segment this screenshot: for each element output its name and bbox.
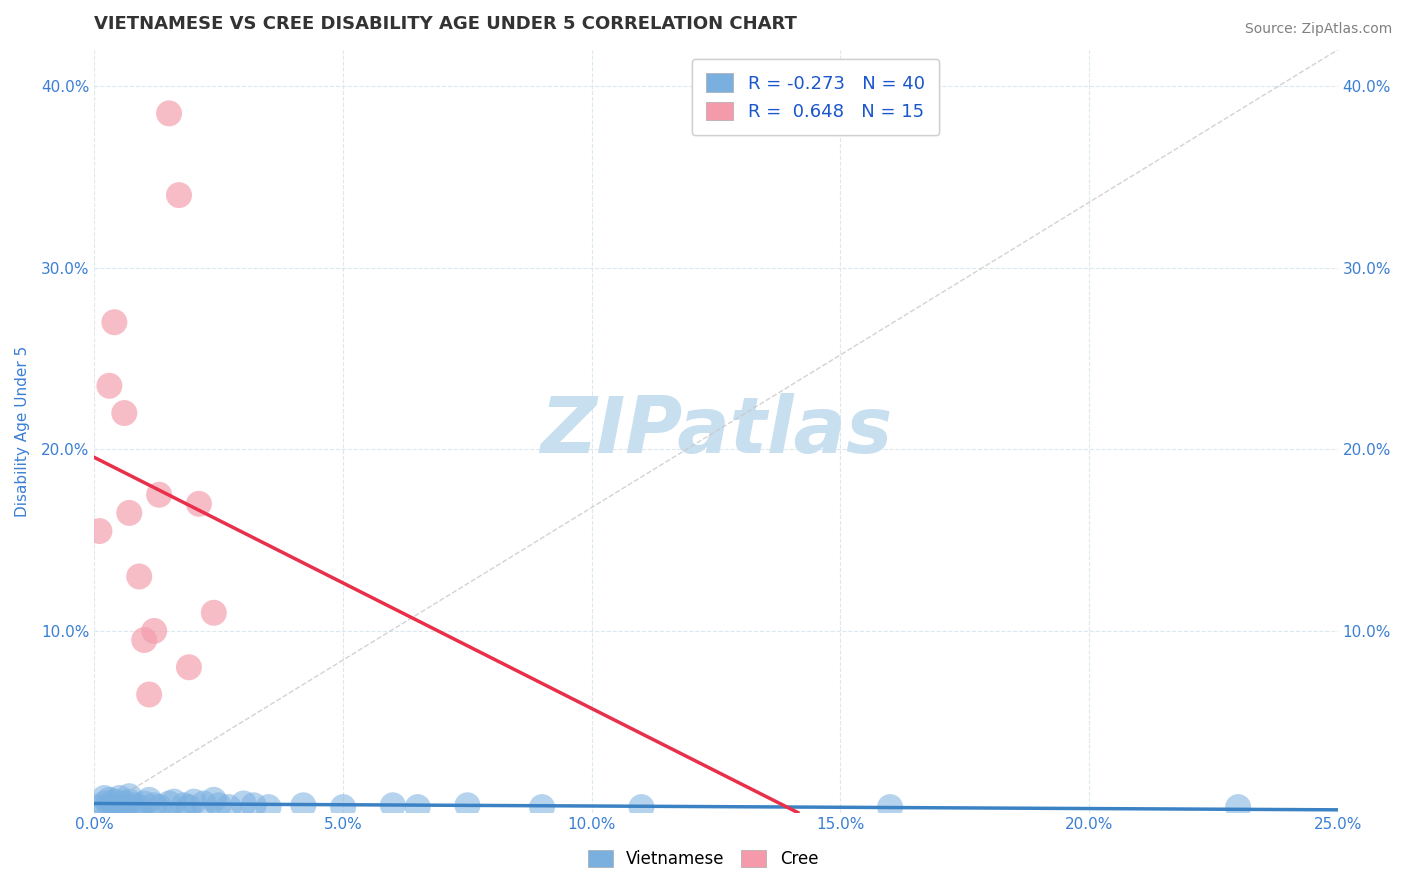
Point — [456, 798, 478, 813]
Point — [89, 524, 111, 538]
Point — [292, 798, 315, 813]
Point — [208, 798, 231, 813]
Point — [143, 624, 166, 638]
Point — [134, 797, 156, 811]
Point — [118, 789, 141, 804]
Point — [381, 798, 404, 813]
Point — [112, 800, 135, 814]
Legend: R = -0.273   N = 40, R =  0.648   N = 15: R = -0.273 N = 40, R = 0.648 N = 15 — [692, 59, 939, 136]
Y-axis label: Disability Age Under 5: Disability Age Under 5 — [15, 345, 30, 516]
Point — [103, 800, 125, 814]
Point — [406, 800, 429, 814]
Point — [218, 800, 240, 814]
Point — [108, 791, 131, 805]
Point — [138, 688, 160, 702]
Point — [177, 660, 200, 674]
Point — [148, 488, 170, 502]
Point — [1227, 800, 1250, 814]
Point — [157, 106, 180, 120]
Point — [630, 800, 652, 814]
Point — [879, 800, 901, 814]
Point — [98, 793, 121, 807]
Point — [138, 793, 160, 807]
Point — [134, 633, 156, 648]
Point — [167, 188, 190, 202]
Point — [118, 795, 141, 809]
Point — [530, 800, 553, 814]
Point — [108, 798, 131, 813]
Point — [128, 800, 150, 814]
Point — [173, 798, 195, 813]
Point — [118, 506, 141, 520]
Point — [112, 797, 135, 811]
Point — [93, 791, 115, 805]
Point — [98, 378, 121, 392]
Point — [242, 798, 264, 813]
Point — [332, 800, 354, 814]
Point — [143, 798, 166, 813]
Point — [148, 800, 170, 814]
Point — [183, 795, 205, 809]
Point — [103, 315, 125, 329]
Point — [98, 798, 121, 813]
Text: VIETNAMESE VS CREE DISABILITY AGE UNDER 5 CORRELATION CHART: VIETNAMESE VS CREE DISABILITY AGE UNDER … — [94, 15, 797, 33]
Point — [112, 406, 135, 420]
Point — [232, 797, 254, 811]
Point — [93, 797, 115, 811]
Point — [177, 800, 200, 814]
Point — [187, 497, 209, 511]
Point — [202, 606, 225, 620]
Point — [103, 795, 125, 809]
Point — [202, 793, 225, 807]
Text: Source: ZipAtlas.com: Source: ZipAtlas.com — [1244, 22, 1392, 37]
Point — [128, 569, 150, 583]
Point — [122, 798, 145, 813]
Text: ZIPatlas: ZIPatlas — [540, 393, 893, 469]
Point — [157, 797, 180, 811]
Legend: Vietnamese, Cree: Vietnamese, Cree — [581, 843, 825, 875]
Point — [89, 800, 111, 814]
Point — [193, 797, 215, 811]
Point — [163, 795, 186, 809]
Point — [257, 800, 280, 814]
